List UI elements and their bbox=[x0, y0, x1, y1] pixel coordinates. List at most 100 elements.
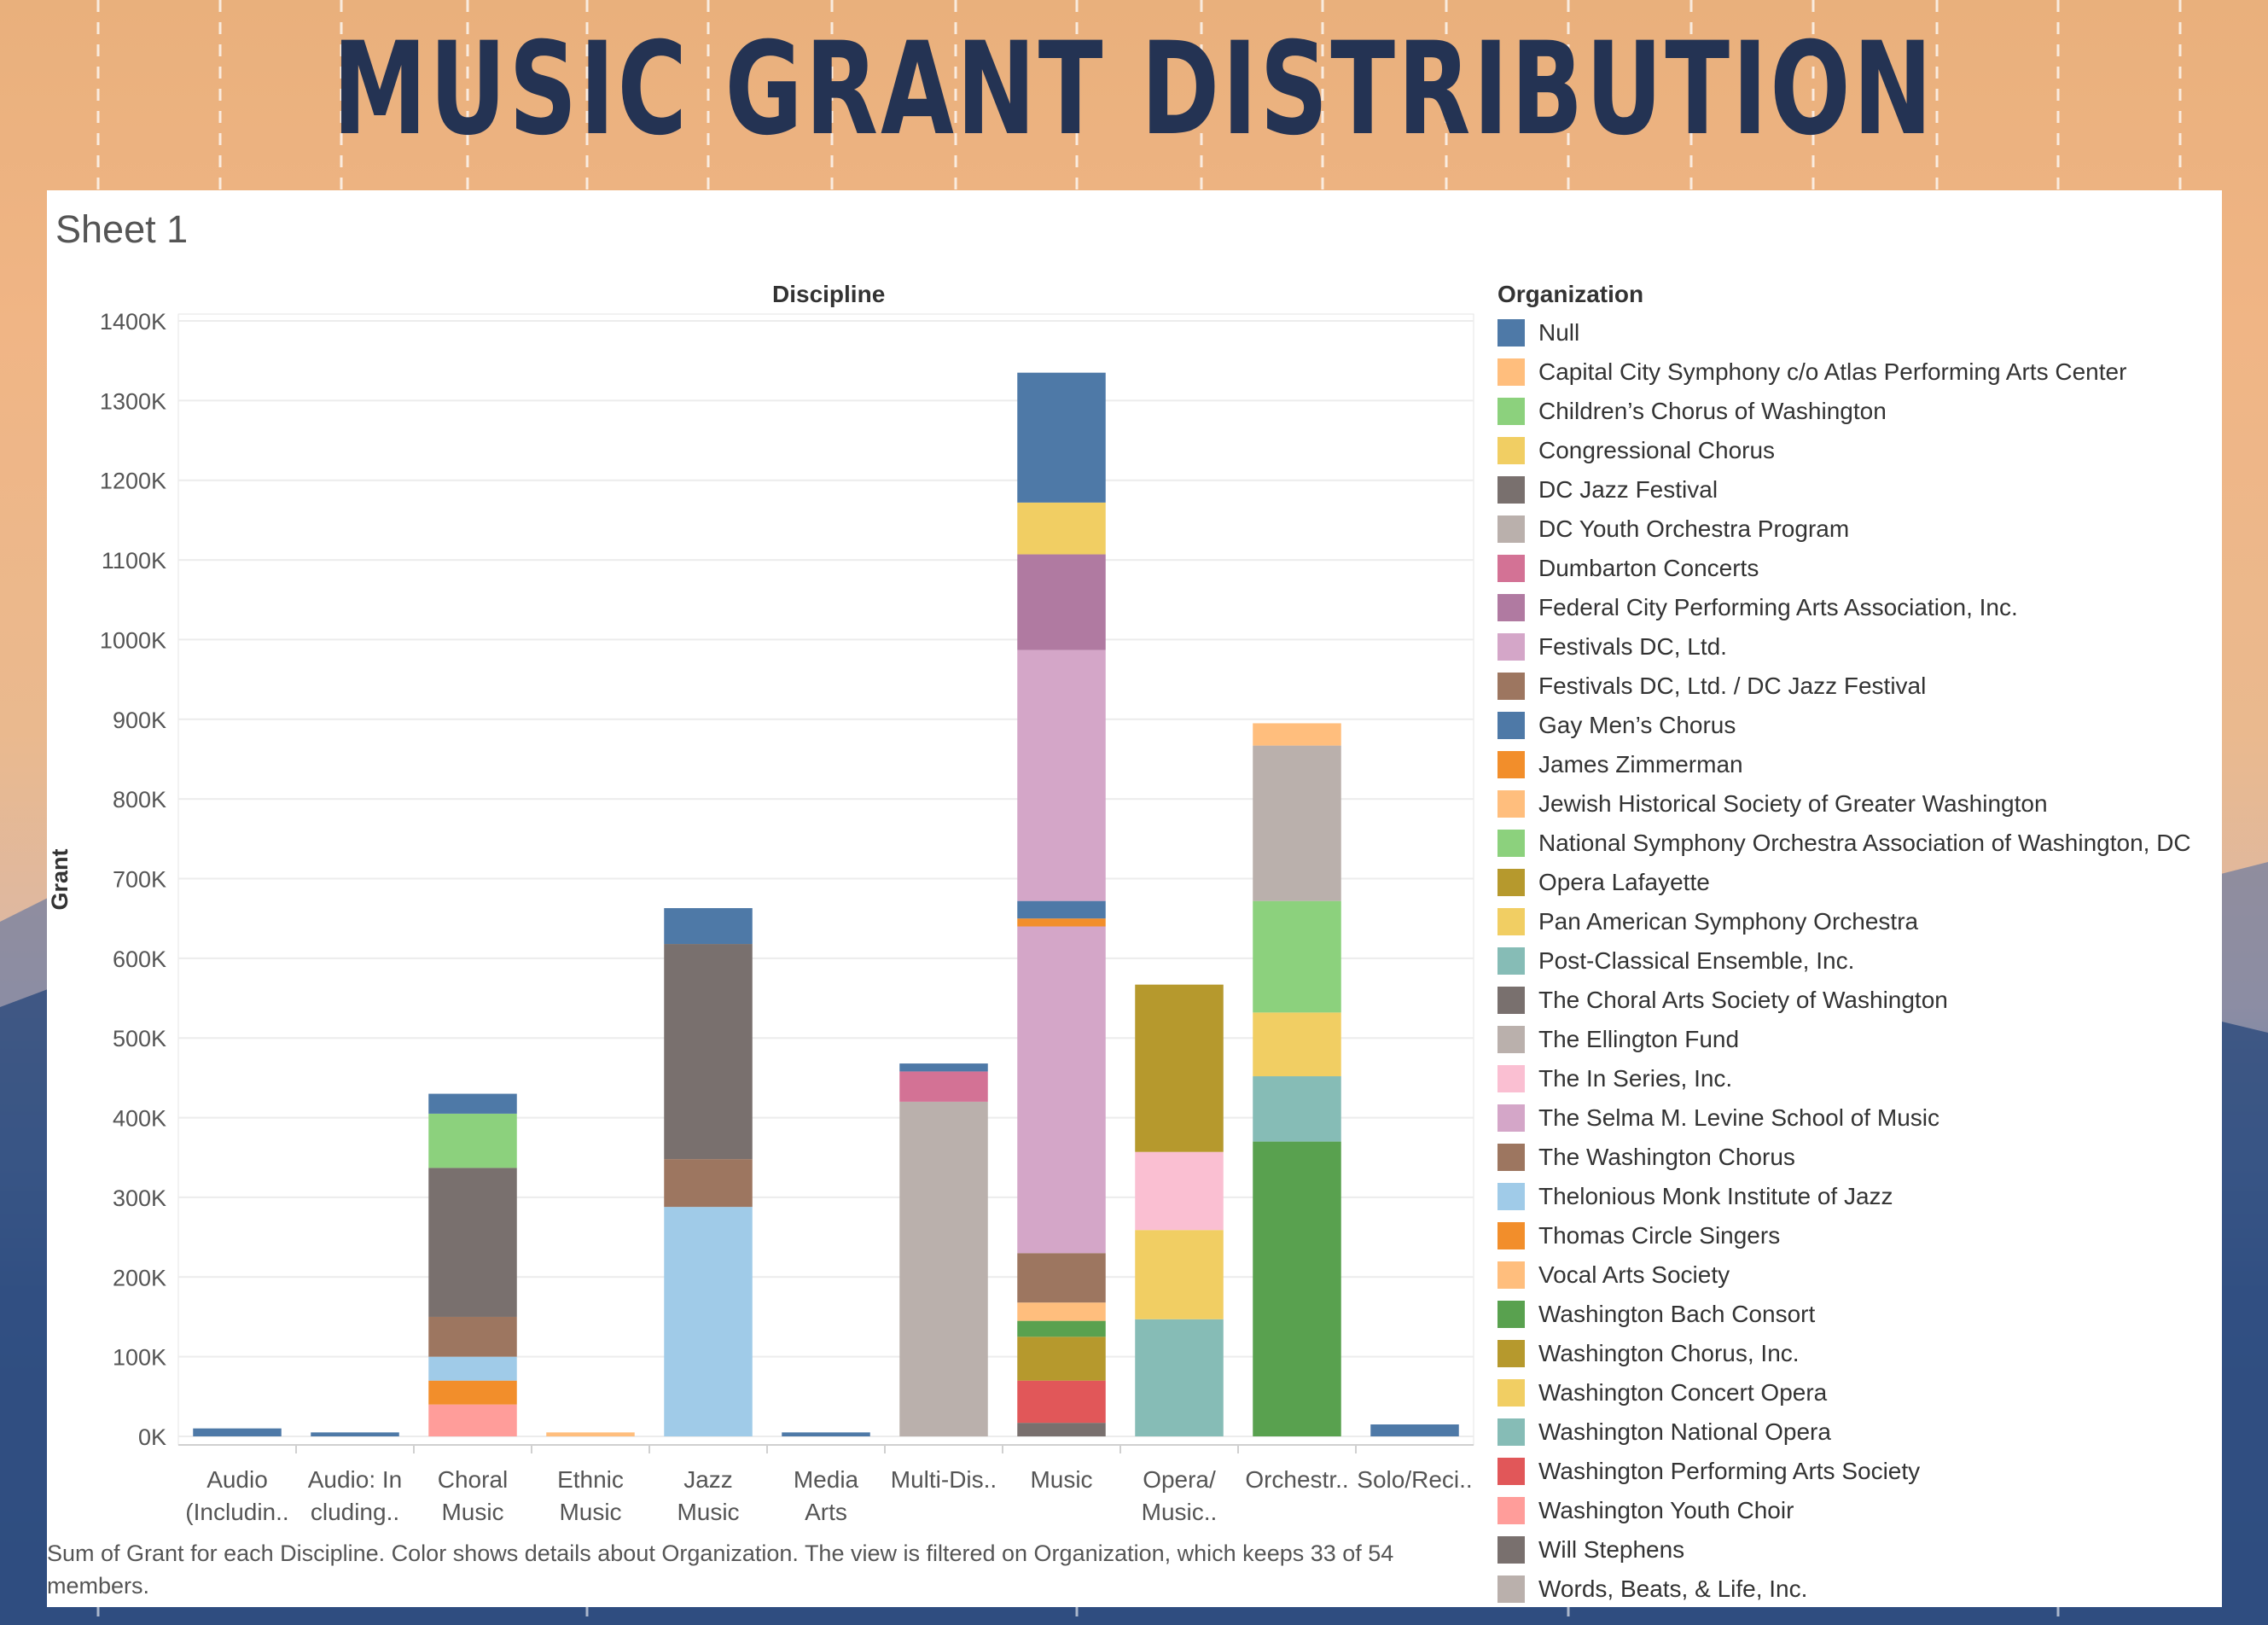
y-tick-label: 700K bbox=[113, 867, 166, 893]
legend-item[interactable]: Congressional Chorus bbox=[1497, 431, 2214, 470]
legend-item[interactable]: Vocal Arts Society bbox=[1497, 1255, 2214, 1295]
legend-item[interactable]: The Washington Chorus bbox=[1497, 1138, 2214, 1177]
bar-segment[interactable] bbox=[1017, 649, 1106, 901]
bar-segment[interactable] bbox=[1017, 372, 1106, 503]
legend-item[interactable]: Gay Men’s Chorus bbox=[1497, 706, 2214, 745]
legend-swatch bbox=[1497, 790, 1525, 818]
legend-item[interactable]: The Choral Arts Society of Washington bbox=[1497, 981, 2214, 1020]
legend-swatch bbox=[1497, 437, 1525, 464]
legend-item[interactable]: The Ellington Fund bbox=[1497, 1020, 2214, 1059]
legend-swatch bbox=[1497, 1418, 1525, 1446]
y-tick-label: 1200K bbox=[100, 469, 166, 494]
bar-segment[interactable] bbox=[1017, 1423, 1106, 1436]
bar-segment[interactable] bbox=[1253, 900, 1341, 1013]
bar-segment[interactable] bbox=[899, 1101, 988, 1436]
legend-label: The In Series, Inc. bbox=[1538, 1065, 1733, 1092]
bar-segment[interactable] bbox=[1017, 1320, 1106, 1337]
legend-item[interactable]: Washington Concert Opera bbox=[1497, 1373, 2214, 1412]
legend-item[interactable]: Will Stephens bbox=[1497, 1530, 2214, 1570]
bar-segment[interactable] bbox=[664, 1207, 753, 1436]
y-tick-label: 400K bbox=[113, 1106, 166, 1132]
x-tick-label: Audio bbox=[206, 1466, 268, 1493]
bar-segment[interactable] bbox=[428, 1093, 517, 1114]
bar-segment[interactable] bbox=[1017, 554, 1106, 650]
bar-segment[interactable] bbox=[1017, 1253, 1106, 1303]
bar-segment[interactable] bbox=[428, 1380, 517, 1405]
legend-item[interactable]: National Symphony Orchestra Association … bbox=[1497, 824, 2214, 863]
bar-segment[interactable] bbox=[1017, 502, 1106, 555]
legend-label: Children’s Chorus of Washington bbox=[1538, 398, 1887, 424]
legend-item[interactable]: Dumbarton Concerts bbox=[1497, 549, 2214, 588]
bar-segment[interactable] bbox=[1017, 900, 1106, 919]
legend-item[interactable]: Washington Youth Choir bbox=[1497, 1491, 2214, 1530]
bar-segment[interactable] bbox=[1253, 723, 1341, 746]
bar-segment[interactable] bbox=[428, 1316, 517, 1357]
bar-segment[interactable] bbox=[1135, 1230, 1224, 1319]
bottom-stripes bbox=[96, 1605, 2060, 1625]
legend-item[interactable]: The Selma M. Levine School of Music bbox=[1497, 1098, 2214, 1138]
page-title: MUSIC GRANT DISTRIBUTION bbox=[333, 15, 1935, 164]
legend-swatch bbox=[1497, 1026, 1525, 1053]
legend-item[interactable]: Thelonious Monk Institute of Jazz bbox=[1497, 1177, 2214, 1216]
bar-segment[interactable] bbox=[1135, 1151, 1224, 1231]
legend-label: Festivals DC, Ltd. / DC Jazz Festival bbox=[1538, 673, 1927, 699]
legend-item[interactable]: Washington Chorus, Inc. bbox=[1497, 1334, 2214, 1373]
bar-segment[interactable] bbox=[1253, 1076, 1341, 1142]
bar-segment[interactable] bbox=[1253, 1141, 1341, 1436]
bar-segment[interactable] bbox=[1253, 745, 1341, 901]
legend-item[interactable]: Post-Classical Ensemble, Inc. bbox=[1497, 941, 2214, 981]
x-tick-label: cluding.. bbox=[311, 1499, 399, 1525]
bar-segment[interactable] bbox=[1017, 918, 1106, 927]
legend-swatch bbox=[1497, 987, 1525, 1014]
legend-item[interactable]: Washington Performing Arts Society bbox=[1497, 1452, 2214, 1491]
bar-segment[interactable] bbox=[1135, 984, 1224, 1152]
legend-swatch bbox=[1497, 947, 1525, 975]
legend-item[interactable]: DC Youth Orchestra Program bbox=[1497, 510, 2214, 549]
legend-item[interactable]: DC Jazz Festival bbox=[1497, 470, 2214, 510]
bar-segment[interactable] bbox=[664, 908, 753, 945]
legend-item[interactable]: Opera Lafayette bbox=[1497, 863, 2214, 902]
legend-item[interactable]: Null bbox=[1497, 313, 2214, 352]
bar-segment[interactable] bbox=[193, 1428, 282, 1436]
legend-item[interactable]: James Zimmerman bbox=[1497, 745, 2214, 784]
y-tick-label: 500K bbox=[113, 1026, 166, 1051]
bar-segment[interactable] bbox=[1017, 926, 1106, 1254]
legend-label: Thelonious Monk Institute of Jazz bbox=[1538, 1183, 1893, 1209]
bar-segment[interactable] bbox=[899, 1063, 988, 1072]
legend-item[interactable]: Children’s Chorus of Washington bbox=[1497, 392, 2214, 431]
legend-item[interactable]: Pan American Symphony Orchestra bbox=[1497, 902, 2214, 941]
bar-segment[interactable] bbox=[428, 1168, 517, 1317]
bar-segment[interactable] bbox=[782, 1432, 870, 1436]
legend-label: Washington National Opera bbox=[1538, 1418, 1831, 1445]
legend-item[interactable]: Festivals DC, Ltd. / DC Jazz Festival bbox=[1497, 667, 2214, 706]
bar-segment[interactable] bbox=[664, 944, 753, 1160]
bar-segment[interactable] bbox=[428, 1113, 517, 1168]
bar-segment[interactable] bbox=[311, 1432, 399, 1436]
legend-label: DC Youth Orchestra Program bbox=[1538, 515, 1850, 542]
bar-segment[interactable] bbox=[1253, 1012, 1341, 1077]
bar-segment[interactable] bbox=[1135, 1319, 1224, 1436]
bar-segment[interactable] bbox=[428, 1356, 517, 1381]
bar-segment[interactable] bbox=[428, 1404, 517, 1436]
chart-footnote: Sum of Grant for each Discipline. Color … bbox=[47, 1541, 1394, 1599]
legend-item[interactable]: Washington Bach Consort bbox=[1497, 1295, 2214, 1334]
bar-segment[interactable] bbox=[1017, 1337, 1106, 1381]
legend-item[interactable]: Words, Beats, & Life, Inc. bbox=[1497, 1570, 2214, 1609]
legend-item[interactable]: Washington National Opera bbox=[1497, 1412, 2214, 1452]
bar-segment[interactable] bbox=[546, 1432, 635, 1436]
bar-segment[interactable] bbox=[899, 1071, 988, 1102]
legend-label: The Choral Arts Society of Washington bbox=[1538, 987, 1948, 1013]
legend-item[interactable]: The In Series, Inc. bbox=[1497, 1059, 2214, 1098]
discipline-header: Discipline bbox=[772, 281, 886, 307]
legend-item[interactable]: Jewish Historical Society of Greater Was… bbox=[1497, 784, 2214, 824]
x-tick-label: Solo/Reci.. bbox=[1357, 1466, 1472, 1493]
legend-item[interactable]: Capital City Symphony c/o Atlas Performi… bbox=[1497, 352, 2214, 392]
bar-segment[interactable] bbox=[1017, 1380, 1106, 1424]
legend-item[interactable]: Federal City Performing Arts Association… bbox=[1497, 588, 2214, 627]
bar-segment[interactable] bbox=[1017, 1302, 1106, 1321]
bar-segment[interactable] bbox=[664, 1159, 753, 1208]
legend-item[interactable]: Thomas Circle Singers bbox=[1497, 1216, 2214, 1255]
legend-item[interactable]: Festivals DC, Ltd. bbox=[1497, 627, 2214, 667]
bar-segment[interactable] bbox=[1370, 1424, 1459, 1436]
x-tick-label: Music bbox=[677, 1499, 739, 1525]
